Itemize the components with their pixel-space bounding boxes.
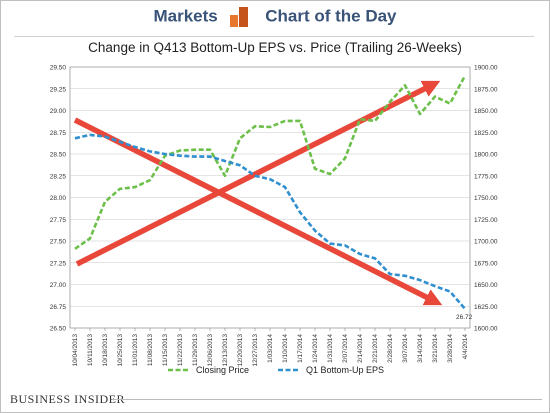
- y-tick-label: 29.25: [50, 86, 67, 93]
- x-tick-label: 10/18/2013: [102, 334, 109, 367]
- y2-tick-label: 1825.00: [474, 130, 498, 137]
- x-tick-label: 12/13/2013: [222, 334, 229, 367]
- x-tick-label: 10/25/2013: [117, 334, 124, 367]
- closing-price-line: [74, 75, 467, 250]
- x-tick-label: 1/17/2014: [297, 334, 304, 363]
- x-tick-label: 3/07/2014: [402, 334, 409, 363]
- chart-of-the-day-logo-icon: [230, 6, 252, 27]
- x-tick-label: 12/20/2013: [237, 334, 244, 367]
- y2-tick-label: 1800.00: [474, 152, 498, 159]
- x-tick-label: 11/15/2013: [162, 334, 169, 366]
- y-tick-label: 29.50: [50, 65, 67, 72]
- y-tick-label: 29.00: [50, 108, 67, 115]
- x-tick-label: 1/10/2014: [282, 334, 289, 363]
- end-value-label: 26.72: [456, 314, 473, 321]
- y2-tick-label: 1625.00: [474, 304, 498, 311]
- header-chart-of-the-day: Chart of the Day: [265, 6, 397, 26]
- y-tick-label: 27.75: [50, 217, 67, 224]
- y2-tick-label: 1775.00: [474, 173, 498, 180]
- x-tick-label: 1/31/2014: [327, 334, 334, 363]
- x-tick-label: 2/21/2014: [372, 334, 379, 363]
- x-tick-label: 11/01/2013: [132, 334, 139, 366]
- down-trend-arrow: [73, 117, 443, 306]
- y2-tick-label: 1850.00: [474, 108, 498, 115]
- x-tick-label: 2/07/2014: [342, 334, 349, 363]
- y2-tick-label: 1650.00: [474, 282, 498, 289]
- legend-closing-price-label: Closing Price: [196, 365, 249, 375]
- legend-eps-label: Q1 Bottom-Up EPS: [306, 365, 384, 375]
- y-tick-label: 28.00: [50, 195, 67, 202]
- y-tick-label: 28.25: [50, 173, 67, 180]
- x-tick-label: 3/21/2014: [432, 334, 439, 363]
- y-tick-label: 26.50: [50, 326, 67, 333]
- x-tick-label: 10/11/2013: [87, 334, 94, 366]
- x-tick-label: 2/14/2014: [357, 334, 364, 363]
- x-tick-label: 1/24/2014: [312, 334, 319, 363]
- y2-tick-label: 1600.00: [474, 326, 498, 333]
- x-tick-label: 11/08/2013: [147, 334, 154, 366]
- y-tick-label: 27.25: [50, 260, 67, 267]
- x-tick-label: 10/04/2013: [72, 334, 79, 367]
- x-tick-label: 3/28/2014: [447, 334, 454, 363]
- business-insider-logo: BUSINESS INSIDER: [10, 392, 126, 406]
- eps-line: [74, 133, 466, 310]
- y-tick-label: 28.75: [50, 130, 67, 137]
- y2-tick-label: 1725.00: [474, 217, 498, 224]
- up-trend-arrow: [75, 80, 441, 267]
- y2-tick-label: 1750.00: [474, 195, 498, 202]
- y-tick-label: 27.00: [50, 282, 67, 289]
- y2-tick-label: 1900.00: [474, 65, 498, 72]
- x-tick-label: 3/14/2014: [417, 334, 424, 363]
- footer-rule: [112, 399, 542, 400]
- x-tick-label: 12/06/2013: [207, 334, 214, 367]
- header-markets: Markets: [153, 6, 218, 26]
- y-tick-label: 26.75: [50, 304, 67, 311]
- x-tick-label: 11/22/2013: [177, 334, 184, 366]
- x-tick-label: 1/03/2014: [267, 334, 274, 363]
- header-divider: [14, 36, 534, 37]
- y2-tick-label: 1675.00: [474, 260, 498, 267]
- x-tick-label: 2/28/2014: [387, 334, 394, 363]
- x-tick-label: 11/29/2013: [192, 334, 199, 366]
- y2-tick-label: 1875.00: [474, 86, 498, 93]
- y-tick-label: 28.50: [50, 152, 67, 159]
- x-tick-label: 12/27/2013: [252, 334, 259, 367]
- chart-title: Change in Q413 Bottom-Up EPS vs. Price (…: [88, 40, 462, 55]
- x-tick-label: 4/4/2014: [462, 334, 469, 360]
- y2-tick-label: 1700.00: [474, 239, 498, 246]
- y-tick-label: 27.50: [50, 239, 67, 246]
- chart-header: Markets Chart of the Day: [0, 6, 550, 27]
